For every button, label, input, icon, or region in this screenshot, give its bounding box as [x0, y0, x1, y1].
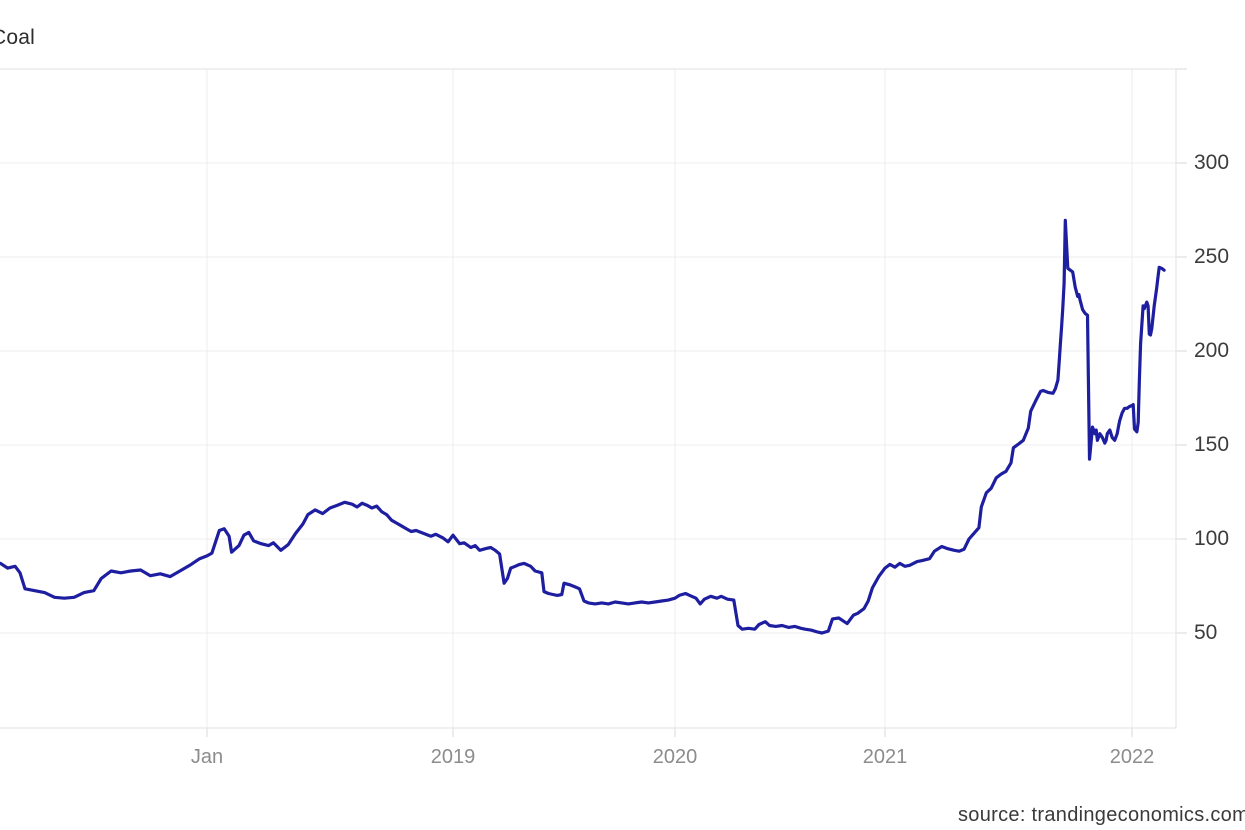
axis-ticks	[206, 68, 1187, 737]
y-axis-label: 50	[1194, 621, 1218, 644]
source-attribution: source: trandingeconomics.com	[958, 804, 1245, 826]
chart-title: Coal	[0, 26, 35, 49]
gridlines	[0, 69, 1176, 728]
y-axis-label: 300	[1194, 151, 1230, 174]
plot-frame	[0, 68, 1177, 729]
y-axis-label: 150	[1194, 433, 1230, 456]
x-axis-label: Jan	[190, 746, 224, 768]
price-line-series	[0, 218, 1166, 635]
x-axis-label: 2022	[1109, 746, 1155, 768]
x-axis-label: 2020	[652, 746, 698, 768]
y-axis-label: 100	[1194, 527, 1230, 550]
x-axis-label: 2021	[862, 746, 908, 768]
x-axis-label: 2019	[430, 746, 476, 768]
y-axis-label: 250	[1194, 245, 1230, 268]
y-axis-label: 200	[1194, 339, 1230, 362]
